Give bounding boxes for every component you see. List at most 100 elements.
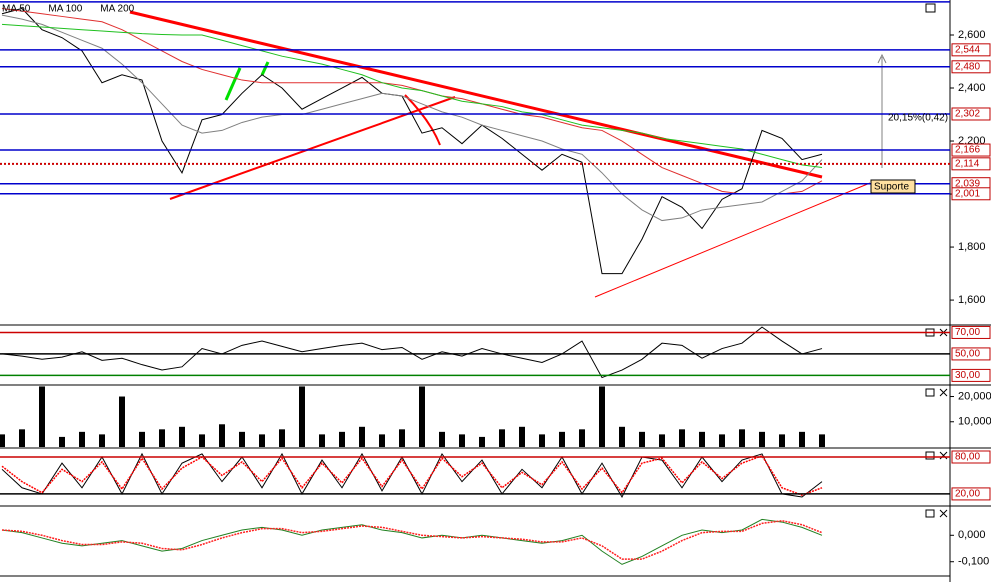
level-label-box — [951, 347, 991, 361]
level-label: 2,001 — [955, 188, 980, 199]
level-label: 2,114 — [955, 158, 980, 169]
volume-bar — [439, 431, 445, 447]
level-label-box — [951, 143, 991, 157]
annotation: 20,15%(0,42) — [888, 113, 948, 124]
level-label: 80,00 — [955, 452, 980, 463]
volume-bar — [579, 429, 585, 447]
volume-bar — [239, 431, 245, 447]
volume-bar — [759, 431, 765, 447]
series-line — [1, 454, 823, 496]
volume-bar — [119, 396, 125, 447]
level-label-box — [951, 450, 991, 464]
volume-bar — [0, 434, 5, 447]
close-button[interactable] — [939, 451, 948, 460]
volume-bar — [639, 431, 645, 447]
level-label-box — [951, 60, 991, 74]
close-button[interactable] — [939, 388, 948, 397]
trend-line — [260, 61, 270, 76]
volume-bar — [39, 386, 45, 447]
volume-bar — [99, 434, 105, 447]
level-label: 2,480 — [955, 61, 980, 72]
y-tick-label: 10,000 — [958, 416, 991, 428]
volume-bar — [399, 429, 405, 447]
level-label: 2,166 — [955, 145, 980, 156]
y-tick-label: 2,400 — [958, 82, 986, 94]
level-label: 30,00 — [955, 370, 980, 381]
y-tick-label: 0,000 — [958, 529, 986, 541]
window-button[interactable] — [925, 451, 935, 460]
volume-bar — [519, 426, 525, 447]
series-line — [1, 14, 823, 222]
y-tick-label: 20,000 — [958, 390, 991, 402]
level-label: 20,00 — [955, 489, 980, 500]
level-label-box — [951, 43, 991, 57]
plot — [0, 386, 825, 447]
window-button[interactable] — [925, 388, 935, 397]
volume-bar — [819, 434, 825, 447]
window-button[interactable] — [925, 3, 936, 13]
volume-bar — [419, 386, 425, 447]
legend-entry: MA 200 — [100, 4, 134, 15]
level-label-box — [951, 187, 991, 201]
level-label-box — [951, 157, 991, 171]
volume-bar — [739, 429, 745, 447]
close-button[interactable] — [939, 509, 948, 518]
volume-bar — [79, 431, 85, 447]
volume-bar — [259, 434, 265, 447]
volume-bar — [199, 434, 205, 447]
volume-bar — [59, 436, 65, 447]
volume-bar — [539, 434, 545, 447]
level-label: 70,00 — [955, 327, 980, 338]
series-line — [1, 7, 823, 195]
volume-bar — [499, 429, 505, 447]
series-line — [1, 518, 823, 565]
level-label-box — [951, 107, 991, 121]
annotation-box — [870, 179, 916, 194]
volume-bar — [719, 434, 725, 447]
series-line — [1, 23, 823, 169]
annotation: Suporte — [874, 182, 909, 193]
volume-bar — [319, 434, 325, 447]
level-label: 2,039 — [955, 178, 980, 189]
level-label: 2,302 — [955, 109, 980, 120]
y-tick-label: 2,600 — [958, 29, 986, 41]
level-label-box — [951, 325, 991, 339]
volume-bar — [339, 431, 345, 447]
volume-bar — [179, 426, 185, 447]
legend-entry: MA 50 — [2, 4, 31, 15]
volume-bar — [559, 431, 565, 447]
level-label: 50,00 — [955, 349, 980, 360]
series-line — [1, 519, 823, 560]
volume-bar — [19, 429, 25, 447]
volume-bar — [299, 386, 305, 447]
volume-bar — [479, 436, 485, 447]
volume-bar — [359, 426, 365, 447]
volume-bar — [279, 429, 285, 447]
y-tick-label: 1,800 — [958, 241, 986, 253]
volume-bar — [679, 429, 685, 447]
y-tick-label: -0,100 — [958, 556, 989, 568]
measure-arrow — [877, 53, 887, 64]
plot — [1, 452, 823, 499]
volume-bar — [459, 434, 465, 447]
volume-bar — [159, 429, 165, 447]
volume-bar — [219, 424, 225, 447]
plot — [1, 518, 823, 565]
level-label-box — [951, 368, 991, 382]
level-label-box — [951, 487, 991, 501]
volume-bar — [619, 426, 625, 447]
volume-bar — [659, 434, 665, 447]
level-label: 2,544 — [955, 44, 980, 55]
window-button[interactable] — [925, 509, 935, 518]
trend-line — [594, 182, 871, 298]
volume-bar — [799, 431, 805, 447]
volume-bar — [599, 386, 605, 447]
volume-bar — [699, 431, 705, 447]
volume-bar — [779, 434, 785, 447]
volume-bar — [379, 434, 385, 447]
trend-line — [224, 67, 242, 101]
y-tick-label: 1,600 — [958, 294, 986, 306]
